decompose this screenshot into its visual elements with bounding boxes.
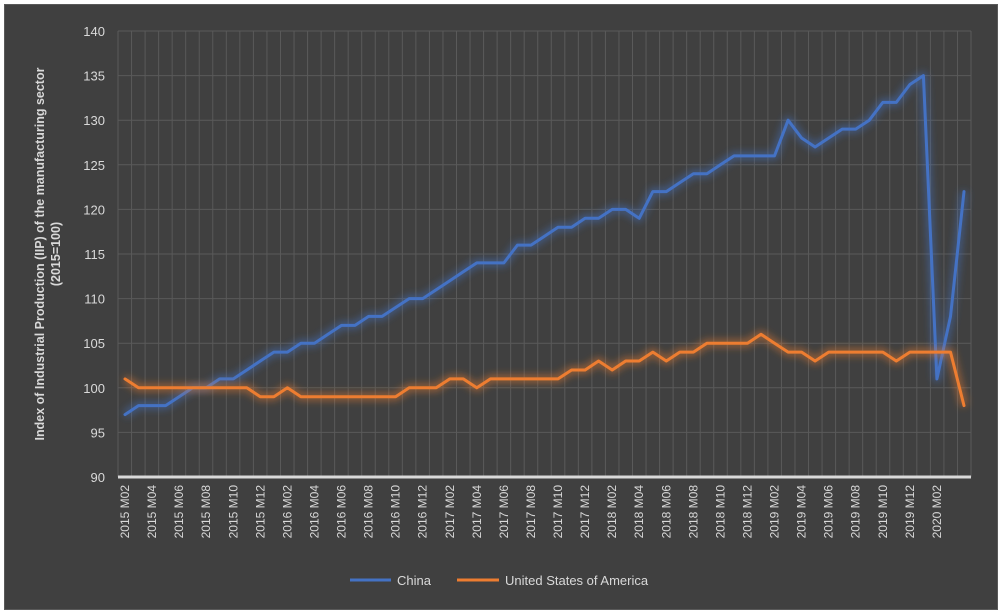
x-tick-label: 2016 M06 <box>335 485 349 539</box>
x-tick-label: 2015 M04 <box>145 485 159 539</box>
legend-label-usa: United States of America <box>505 573 649 588</box>
gridlines <box>117 30 972 479</box>
y-tick-label: 135 <box>83 69 105 84</box>
x-tick-label: 2015 M02 <box>118 485 132 539</box>
chart-area: 90 95 100 105 110 115 120 125 130 135 140 2015 M02… <box>4 4 998 610</box>
x-tick-label: 2017 M08 <box>524 485 538 539</box>
x-tick-label: 2016 M12 <box>416 485 430 539</box>
x-tick-label: 2016 M08 <box>362 485 376 539</box>
line-chart: 90 95 100 105 110 115 120 125 130 135 140 2015 M02… <box>33 24 972 588</box>
x-tick-label: 2015 M12 <box>253 485 267 539</box>
x-tick-label: 2018 M12 <box>740 485 754 539</box>
series-line-usa <box>123 332 966 408</box>
x-tick-label: 2016 M02 <box>280 485 294 539</box>
legend: China United States of America <box>350 573 649 588</box>
x-tick-label: 2019 M06 <box>822 485 836 539</box>
x-tick-label: 2018 M10 <box>713 485 727 539</box>
x-tick-label: 2017 M10 <box>551 485 565 539</box>
y-tick-label: 90 <box>91 470 105 485</box>
y-tick-label: 130 <box>83 113 105 128</box>
y-tick-label: 110 <box>84 292 105 307</box>
x-tick-label: 2016 M04 <box>307 485 321 539</box>
x-tick-label: 2018 M06 <box>659 485 673 539</box>
series-lines <box>123 72 968 418</box>
y-axis-ticks: 90 95 100 105 110 115 120 125 130 135 140 <box>83 24 105 485</box>
y-axis-label-unit: (2015=100) <box>49 222 63 286</box>
y-tick-label: 140 <box>83 24 105 39</box>
x-tick-label: 2017 M06 <box>497 485 511 539</box>
y-tick-label: 100 <box>83 381 105 396</box>
x-tick-label: 2015 M06 <box>172 485 186 539</box>
series-glow <box>123 72 968 418</box>
x-tick-label: 2017 M02 <box>443 485 457 539</box>
x-tick-label: 2015 M08 <box>199 485 213 539</box>
y-tick-label: 125 <box>83 158 105 173</box>
y-axis-label: Index of Industrial Production (IIP) of … <box>33 67 47 440</box>
x-tick-label: 2017 M04 <box>470 485 484 539</box>
y-tick-label: 120 <box>83 202 105 217</box>
x-tick-label: 2017 M12 <box>578 485 592 539</box>
x-tick-label: 2018 M02 <box>605 485 619 539</box>
y-tick-label: 105 <box>83 336 105 351</box>
legend-label-china: China <box>397 573 432 588</box>
x-tick-label: 2019 M10 <box>876 485 890 539</box>
x-tick-label: 2019 M08 <box>849 485 863 539</box>
x-tick-label: 2018 M04 <box>632 485 646 539</box>
series-line-china <box>123 74 966 417</box>
x-tick-label: 2016 M10 <box>389 485 403 539</box>
x-tick-label: 2019 M04 <box>795 485 809 539</box>
x-tick-label: 2015 M10 <box>226 485 240 539</box>
x-tick-label: 2020 M02 <box>930 485 944 539</box>
y-tick-label: 115 <box>84 247 105 262</box>
y-tick-label: 95 <box>91 425 105 440</box>
x-axis-ticks: 2015 M02 2015 M04 2015 M06 2015 M08 2015 M10… <box>118 485 944 539</box>
x-tick-label: 2019 M02 <box>768 485 782 539</box>
x-tick-label: 2019 M12 <box>903 485 917 539</box>
x-tick-label: 2018 M08 <box>686 485 700 539</box>
